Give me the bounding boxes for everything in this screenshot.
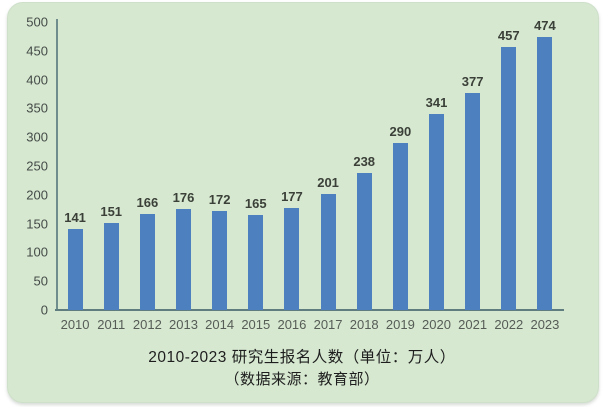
bar	[429, 113, 444, 310]
bar	[212, 210, 228, 310]
bar	[284, 208, 300, 310]
x-tick-label: 2015	[241, 317, 271, 332]
title-block: 2010-2023 研究生报名人数（单位：万人） （数据来源：教育部）	[0, 347, 604, 390]
bar-value-label: 165	[244, 195, 267, 211]
chart-source: （数据来源：教育部）	[224, 371, 380, 388]
x-tick-label: 2010	[60, 317, 90, 332]
y-tick-label: 100	[26, 244, 48, 260]
bar-value-label: 141	[64, 209, 86, 225]
bar-value-label: 457	[497, 27, 520, 43]
x-tick-label: 2023	[530, 317, 560, 332]
chart-title: 2010-2023 研究生报名人数（单位：万人）	[148, 349, 456, 366]
bar	[501, 46, 517, 310]
x-tick-label: 2013	[169, 317, 198, 332]
bar-value-label: 201	[317, 175, 339, 191]
bar	[139, 214, 155, 310]
bar	[356, 172, 372, 310]
bar	[103, 223, 119, 310]
x-tick-label: 2022	[494, 317, 524, 332]
y-tick-label: 400	[26, 72, 48, 88]
y-tick-label: 500	[26, 14, 48, 30]
bar	[465, 92, 481, 310]
x-axis-line	[55, 309, 564, 311]
bar	[176, 208, 191, 310]
y-axis-line	[56, 19, 58, 311]
bar-value-label: 176	[172, 189, 195, 205]
y-tick-label: 250	[26, 158, 48, 174]
x-tick-label: 2018	[349, 317, 379, 332]
bar-value-label: 290	[389, 123, 412, 139]
bar-value-label: 238	[353, 153, 376, 169]
y-tick-label: 0	[40, 302, 48, 318]
chart-card	[7, 2, 599, 403]
bar-value-label: 474	[534, 17, 556, 33]
bar	[537, 36, 553, 310]
y-tick-label: 200	[26, 187, 48, 203]
bar	[392, 142, 408, 310]
bar-value-label: 151	[100, 204, 123, 220]
y-tick-label: 150	[26, 216, 48, 232]
y-tick-label: 450	[26, 43, 48, 59]
x-tick-label: 2011	[97, 317, 126, 332]
x-tick-label: 2021	[458, 317, 488, 332]
x-tick-label: 2017	[313, 317, 343, 332]
x-tick-label: 2016	[277, 317, 307, 332]
bar-value-label: 177	[281, 189, 303, 205]
bar-value-label: 377	[461, 73, 484, 89]
x-tick-label: 2019	[385, 317, 415, 332]
bar-value-label: 341	[425, 94, 448, 110]
x-tick-label: 2012	[132, 317, 162, 332]
y-tick-label: 50	[33, 273, 48, 289]
bar-value-label: 166	[136, 195, 159, 211]
bar	[320, 194, 336, 310]
bar	[67, 228, 83, 310]
bar-value-label: 172	[208, 191, 231, 207]
x-tick-label: 2020	[422, 317, 451, 332]
x-tick-label: 2014	[205, 317, 235, 332]
y-tick-label: 350	[26, 100, 48, 116]
bar	[248, 214, 264, 310]
y-tick-label: 300	[26, 129, 48, 145]
